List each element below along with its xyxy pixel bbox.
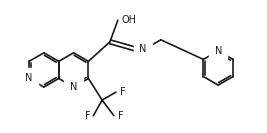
- Text: N: N: [139, 44, 147, 54]
- Text: N: N: [214, 46, 222, 56]
- Text: N: N: [70, 82, 77, 92]
- Text: F: F: [120, 87, 125, 97]
- Text: F: F: [85, 111, 91, 121]
- Text: F: F: [118, 111, 123, 121]
- Text: N: N: [25, 74, 33, 84]
- Text: OH: OH: [122, 15, 137, 25]
